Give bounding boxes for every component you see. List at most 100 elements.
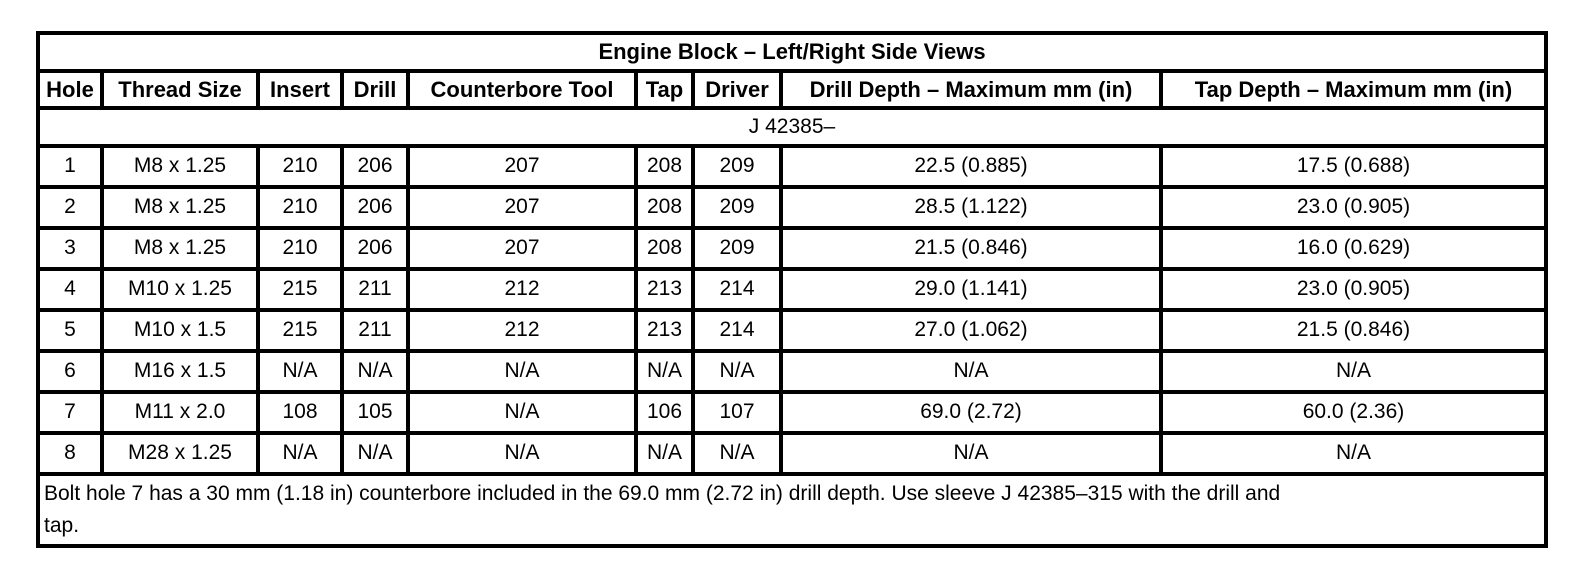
column-header-drill: Drill xyxy=(340,69,410,110)
table-cell: 212 xyxy=(406,308,638,353)
table-row: 6 M16 x 1.5 N/A N/A N/A N/A N/A N/A N/A xyxy=(36,349,1548,394)
column-header-hole: Hole xyxy=(36,69,104,110)
table-row: 5 M10 x 1.5 215 211 212 213 214 27.0 (1.… xyxy=(36,308,1548,353)
table-cell: 209 xyxy=(691,226,783,271)
table-title-row: Engine Block – Left/Right Side Views xyxy=(36,31,1548,73)
table-cell: M8 x 1.25 xyxy=(100,226,260,271)
table-cell: 210 xyxy=(256,226,344,271)
table-cell: 21.5 (0.846) xyxy=(779,226,1163,271)
note-line-1: Bolt hole 7 has a 30 mm (1.18 in) counte… xyxy=(44,482,1281,505)
table-row: 8 M28 x 1.25 N/A N/A N/A N/A N/A N/A N/A xyxy=(36,431,1548,476)
table-note-row: Bolt hole 7 has a 30 mm (1.18 in) counte… xyxy=(36,472,1548,548)
table-cell: 207 xyxy=(406,185,638,230)
table-cell: 21.5 (0.846) xyxy=(1159,308,1548,353)
table-cell: N/A xyxy=(406,431,638,476)
table-cell: 208 xyxy=(634,185,695,230)
table-cell: 27.0 (1.062) xyxy=(779,308,1163,353)
table-row: 3 M8 x 1.25 210 206 207 208 209 21.5 (0.… xyxy=(36,226,1548,271)
table-cell: 1 xyxy=(36,144,104,189)
table-cell: 207 xyxy=(406,144,638,189)
table-cell: 8 xyxy=(36,431,104,476)
table-cell: M11 x 2.0 xyxy=(100,390,260,435)
table-cell: N/A xyxy=(691,349,783,394)
table-cell: N/A xyxy=(691,431,783,476)
table-cell: 2 xyxy=(36,185,104,230)
table-cell: 206 xyxy=(340,226,410,271)
column-header-drill-depth: Drill Depth – Maximum mm (in) xyxy=(779,69,1163,110)
table-cell: M10 x 1.25 xyxy=(100,267,260,312)
table-cell: M8 x 1.25 xyxy=(100,185,260,230)
table-cell: 215 xyxy=(256,267,344,312)
table-row: 4 M10 x 1.25 215 211 212 213 214 29.0 (1… xyxy=(36,267,1548,312)
table-cell: N/A xyxy=(1159,349,1548,394)
engine-block-spec-table: Engine Block – Left/Right Side Views Hol… xyxy=(36,31,1548,548)
table-cell: 211 xyxy=(340,267,410,312)
table-cell: 23.0 (0.905) xyxy=(1159,185,1548,230)
table-cell: 69.0 (2.72) xyxy=(779,390,1163,435)
table-cell: 208 xyxy=(634,144,695,189)
table-cell: N/A xyxy=(406,390,638,435)
table-cell: M28 x 1.25 xyxy=(100,431,260,476)
table-cell: 60.0 (2.36) xyxy=(1159,390,1548,435)
table-row: 1 M8 x 1.25 210 206 207 208 209 22.5 (0.… xyxy=(36,144,1548,189)
table-cell: 214 xyxy=(691,308,783,353)
table-cell: N/A xyxy=(1159,431,1548,476)
table-row: 7 M11 x 2.0 108 105 N/A 106 107 69.0 (2.… xyxy=(36,390,1548,435)
table-cell: 107 xyxy=(691,390,783,435)
table-cell: 29.0 (1.141) xyxy=(779,267,1163,312)
column-header-tap-depth: Tap Depth – Maximum mm (in) xyxy=(1159,69,1548,110)
tool-group-row: J 42385– xyxy=(36,106,1548,148)
table-cell: M16 x 1.5 xyxy=(100,349,260,394)
table-cell: M8 x 1.25 xyxy=(100,144,260,189)
table-cell: 3 xyxy=(36,226,104,271)
table-header-row: Hole Thread Size Insert Drill Counterbor… xyxy=(36,69,1548,110)
table-cell: 105 xyxy=(340,390,410,435)
table-cell: 208 xyxy=(634,226,695,271)
table-cell: 16.0 (0.629) xyxy=(1159,226,1548,271)
table-cell: 207 xyxy=(406,226,638,271)
table-cell: 4 xyxy=(36,267,104,312)
table-cell: 206 xyxy=(340,144,410,189)
table-cell: 206 xyxy=(340,185,410,230)
column-header-tap: Tap xyxy=(634,69,695,110)
table-cell: 28.5 (1.122) xyxy=(779,185,1163,230)
table-cell: N/A xyxy=(340,431,410,476)
table-cell: 210 xyxy=(256,185,344,230)
table-cell: N/A xyxy=(779,431,1163,476)
table-cell: 6 xyxy=(36,349,104,394)
table-cell: 5 xyxy=(36,308,104,353)
column-header-counterbore-tool: Counterbore Tool xyxy=(406,69,638,110)
table-cell: N/A xyxy=(256,431,344,476)
table-cell: 210 xyxy=(256,144,344,189)
table-cell: 7 xyxy=(36,390,104,435)
table-cell: 213 xyxy=(634,267,695,312)
table-cell: 106 xyxy=(634,390,695,435)
table-cell: M10 x 1.5 xyxy=(100,308,260,353)
table-cell: 215 xyxy=(256,308,344,353)
table-cell: N/A xyxy=(406,349,638,394)
column-header-thread-size: Thread Size xyxy=(100,69,260,110)
table-cell: N/A xyxy=(634,431,695,476)
column-header-insert: Insert xyxy=(256,69,344,110)
table-row: 2 M8 x 1.25 210 206 207 208 209 28.5 (1.… xyxy=(36,185,1548,230)
table-cell: N/A xyxy=(256,349,344,394)
table-cell: N/A xyxy=(779,349,1163,394)
table-cell: 22.5 (0.885) xyxy=(779,144,1163,189)
tool-group-cell: J 42385– xyxy=(36,106,1548,148)
table-cell: N/A xyxy=(340,349,410,394)
table-cell: 209 xyxy=(691,144,783,189)
column-header-driver: Driver xyxy=(691,69,783,110)
table-cell: 209 xyxy=(691,185,783,230)
table-title: Engine Block – Left/Right Side Views xyxy=(36,31,1548,73)
table-note: Bolt hole 7 has a 30 mm (1.18 in) counte… xyxy=(36,472,1548,548)
table-cell: 214 xyxy=(691,267,783,312)
note-line-2: tap. xyxy=(44,514,80,537)
table-cell: 17.5 (0.688) xyxy=(1159,144,1548,189)
table-cell: 213 xyxy=(634,308,695,353)
table-cell: 211 xyxy=(340,308,410,353)
table-cell: 108 xyxy=(256,390,344,435)
table-cell: 23.0 (0.905) xyxy=(1159,267,1548,312)
table-cell: N/A xyxy=(634,349,695,394)
table-cell: 212 xyxy=(406,267,638,312)
